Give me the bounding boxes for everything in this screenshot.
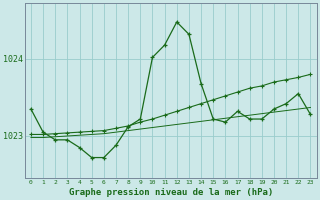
X-axis label: Graphe pression niveau de la mer (hPa): Graphe pression niveau de la mer (hPa) xyxy=(68,188,273,197)
